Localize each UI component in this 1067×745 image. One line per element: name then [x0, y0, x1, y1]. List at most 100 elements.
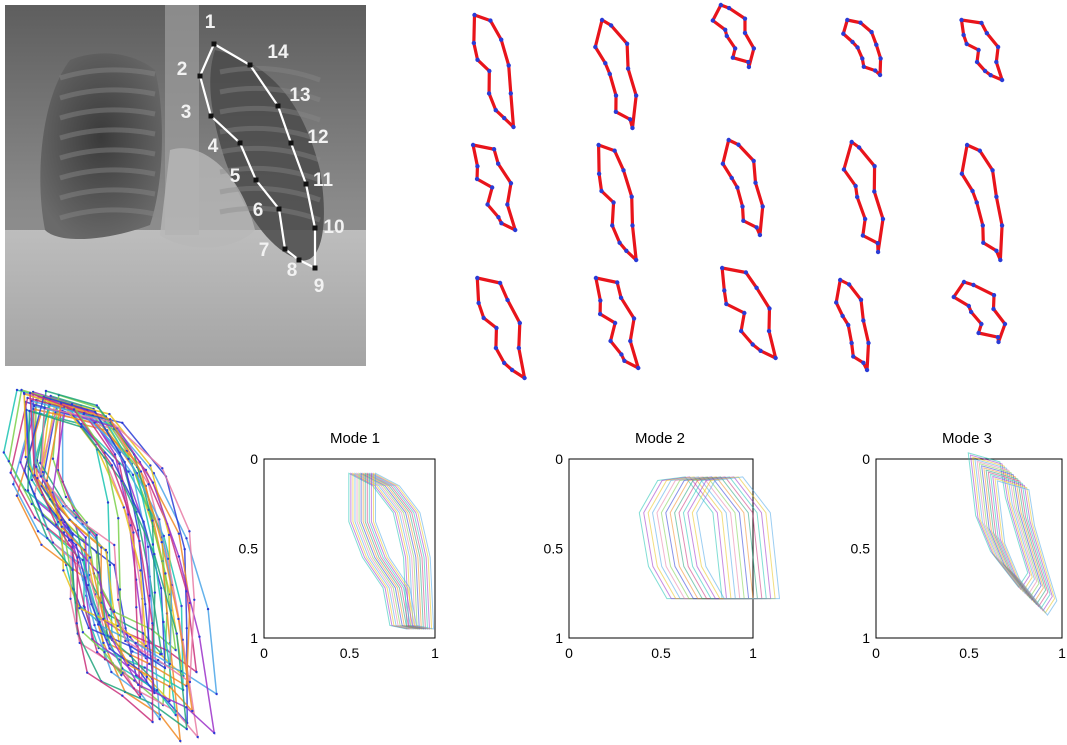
mode-variation-contour: [643, 476, 728, 600]
overlay-shape: [30, 399, 173, 666]
x-tick-label: 0: [565, 645, 573, 661]
shape-landmark: [625, 66, 631, 71]
shape-landmark: [982, 68, 988, 74]
mode-title: Mode 1: [330, 430, 380, 447]
landmark-marker: [211, 41, 217, 47]
training-shape: [959, 142, 1005, 263]
training-shape: [951, 279, 1008, 345]
landmark-marker: [237, 140, 243, 146]
shape-landmark: [758, 348, 763, 353]
landmark-label: 13: [289, 85, 310, 106]
shape-landmark: [596, 142, 601, 148]
shape-landmark: [977, 148, 983, 153]
overlay-landmark: [95, 650, 99, 654]
overlay-landmark: [136, 529, 140, 532]
shape-landmark: [994, 59, 999, 65]
shape-landmark: [846, 322, 851, 328]
plot-frame: [875, 458, 1063, 639]
mode-variation-contour: [967, 452, 1029, 589]
shape-landmark: [766, 328, 772, 334]
training-shape: [841, 139, 886, 255]
mode-variation-contour: [989, 473, 1051, 610]
overlay-landmark: [151, 622, 154, 625]
overlay-shape: [7, 388, 123, 678]
shape-landmark: [517, 320, 523, 326]
shape-landmark: [474, 176, 480, 182]
mode-variation-contour: [682, 476, 767, 600]
shape-landmark: [995, 335, 1001, 340]
landmark-marker: [312, 265, 318, 271]
shape-landmark: [877, 72, 883, 78]
overlay-landmark: [153, 591, 157, 594]
overlay-landmark: [118, 588, 122, 591]
landmark-label: 2: [177, 59, 188, 80]
shape-landmark: [959, 171, 965, 176]
overlay-landmark: [28, 409, 31, 413]
shape-landmark: [470, 142, 476, 148]
overlay-landmark: [113, 543, 116, 547]
mode-variation-contour: [678, 476, 763, 600]
overlay-landmark: [102, 617, 105, 621]
shape-landmark: [618, 295, 624, 300]
shape-landmark: [742, 310, 747, 316]
shape-landmark: [988, 73, 993, 78]
overlay-landmark: [81, 631, 85, 634]
shape-landmark: [726, 5, 732, 11]
overlay-landmark: [167, 533, 171, 537]
landmark-marker: [288, 140, 294, 146]
overlay-landmark: [158, 518, 161, 521]
overlay-landmark: [121, 694, 124, 697]
shape-landmark: [968, 309, 974, 315]
training-shape: [470, 142, 518, 233]
landmark-marker: [275, 103, 281, 109]
training-shape: [841, 17, 883, 78]
shape-landmark: [976, 47, 981, 53]
landmark-label: 8: [287, 260, 298, 281]
shape-landmark: [841, 167, 847, 172]
overlay-landmark: [129, 654, 132, 658]
overlay-landmark: [183, 548, 186, 551]
overlay-landmark: [160, 652, 163, 656]
shape-landmark: [855, 45, 860, 50]
training-shapes-grid: [470, 2, 1008, 381]
landmark-marker: [247, 62, 253, 68]
overlay-landmark: [134, 641, 137, 645]
overlay-landmark: [198, 635, 201, 638]
shape-landmark: [849, 139, 854, 145]
landmark-label: 4: [208, 136, 219, 157]
shape-landmark: [499, 221, 504, 226]
shape-landmark: [750, 342, 755, 347]
shape-landmark: [487, 68, 492, 74]
overlay-landmark: [57, 520, 60, 524]
shape-landmark: [608, 23, 614, 28]
mode-variation-contour: [374, 472, 435, 630]
overlay-shape: [39, 406, 196, 684]
overlay-landmark: [129, 635, 132, 639]
overlay-landmark: [79, 425, 83, 429]
shape-contour: [475, 276, 527, 380]
shape-landmark: [486, 91, 492, 96]
shape-landmark: [858, 297, 864, 302]
overlay-landmark: [35, 465, 38, 468]
overlay-landmark: [174, 648, 177, 652]
shape-landmark: [508, 181, 514, 186]
overlay-landmark: [72, 408, 76, 411]
overlay-landmark: [180, 604, 183, 608]
shape-landmark: [608, 338, 613, 344]
overlay-landmark: [107, 614, 111, 617]
shape-landmark: [726, 137, 731, 143]
shape-landmark: [475, 164, 480, 169]
overlay-landmark: [108, 647, 111, 650]
overlay-landmark: [82, 412, 85, 416]
shape-landmark: [996, 339, 1001, 345]
shape-contour: [720, 266, 778, 360]
overlay-landmark: [159, 587, 163, 590]
overlay-landmark: [44, 389, 48, 393]
training-shape: [593, 17, 639, 131]
shape-landmark: [974, 200, 979, 205]
x-tick-label: 0: [872, 645, 880, 661]
rib: [219, 105, 321, 123]
shape-landmark: [472, 12, 477, 18]
xray-ribs: [59, 65, 321, 223]
shape-landmark: [1002, 321, 1008, 327]
